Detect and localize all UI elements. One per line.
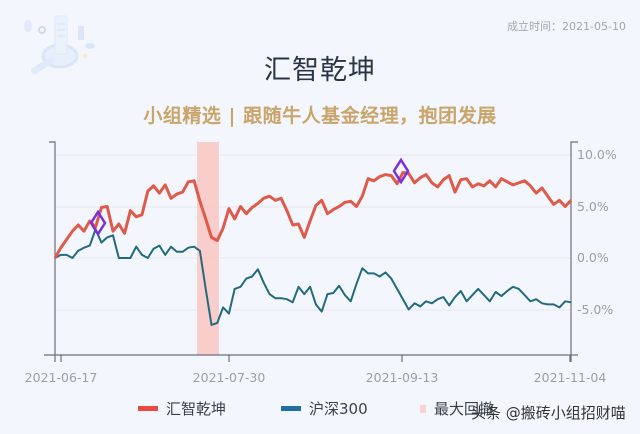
magnifier-illustration-icon — [24, 15, 95, 75]
legend-swatch-hs300 — [281, 406, 301, 411]
diamond-marker-icon — [392, 157, 410, 185]
chart-subtitle: 小组精选 | 跟随牛人基金经理，抱团发展 — [143, 105, 497, 127]
legend-item-drawdown[interactable]: 最大回撤 — [420, 398, 494, 419]
x-tick-label: 2021-06-17 — [25, 370, 98, 385]
diamond-marker-icon — [89, 209, 107, 237]
y-tick-label: 5.0% — [577, 199, 609, 214]
established-date: 成立时间：2021-05-10 — [507, 20, 626, 33]
x-tick-label: 2021-09-13 — [366, 370, 439, 385]
series-line-fund — [53, 171, 573, 259]
max-drawdown-band — [197, 142, 219, 355]
legend-item-hs300[interactable]: 沪深300 — [281, 398, 368, 419]
legend-swatch-fund — [138, 406, 158, 411]
y-tick-label: 10.0% — [577, 147, 617, 162]
series-line-hs300 — [54, 228, 572, 326]
x-tick-label: 2021-07-30 — [193, 370, 266, 385]
chart-title: 汇智乾坤 — [264, 55, 376, 86]
y-tick-label: -5.0% — [577, 302, 613, 317]
x-tick-label: 2021-11-04 — [534, 370, 607, 385]
axes — [44, 141, 578, 362]
legend-label-hs300: 沪深300 — [309, 400, 368, 418]
y-tick-label: 0.0% — [577, 250, 609, 265]
watermark: 头条 @搬砖小组招财喵 — [471, 404, 626, 422]
legend-item-fund[interactable]: 汇智乾坤 — [138, 398, 226, 419]
legend-swatch-drawdown — [420, 404, 426, 413]
legend: 汇智乾坤 沪深300 最大回撤 — [0, 398, 640, 418]
gridlines — [55, 154, 571, 311]
legend-label-fund: 汇智乾坤 — [166, 400, 227, 418]
legend-label-drawdown: 最大回撤 — [434, 400, 495, 418]
